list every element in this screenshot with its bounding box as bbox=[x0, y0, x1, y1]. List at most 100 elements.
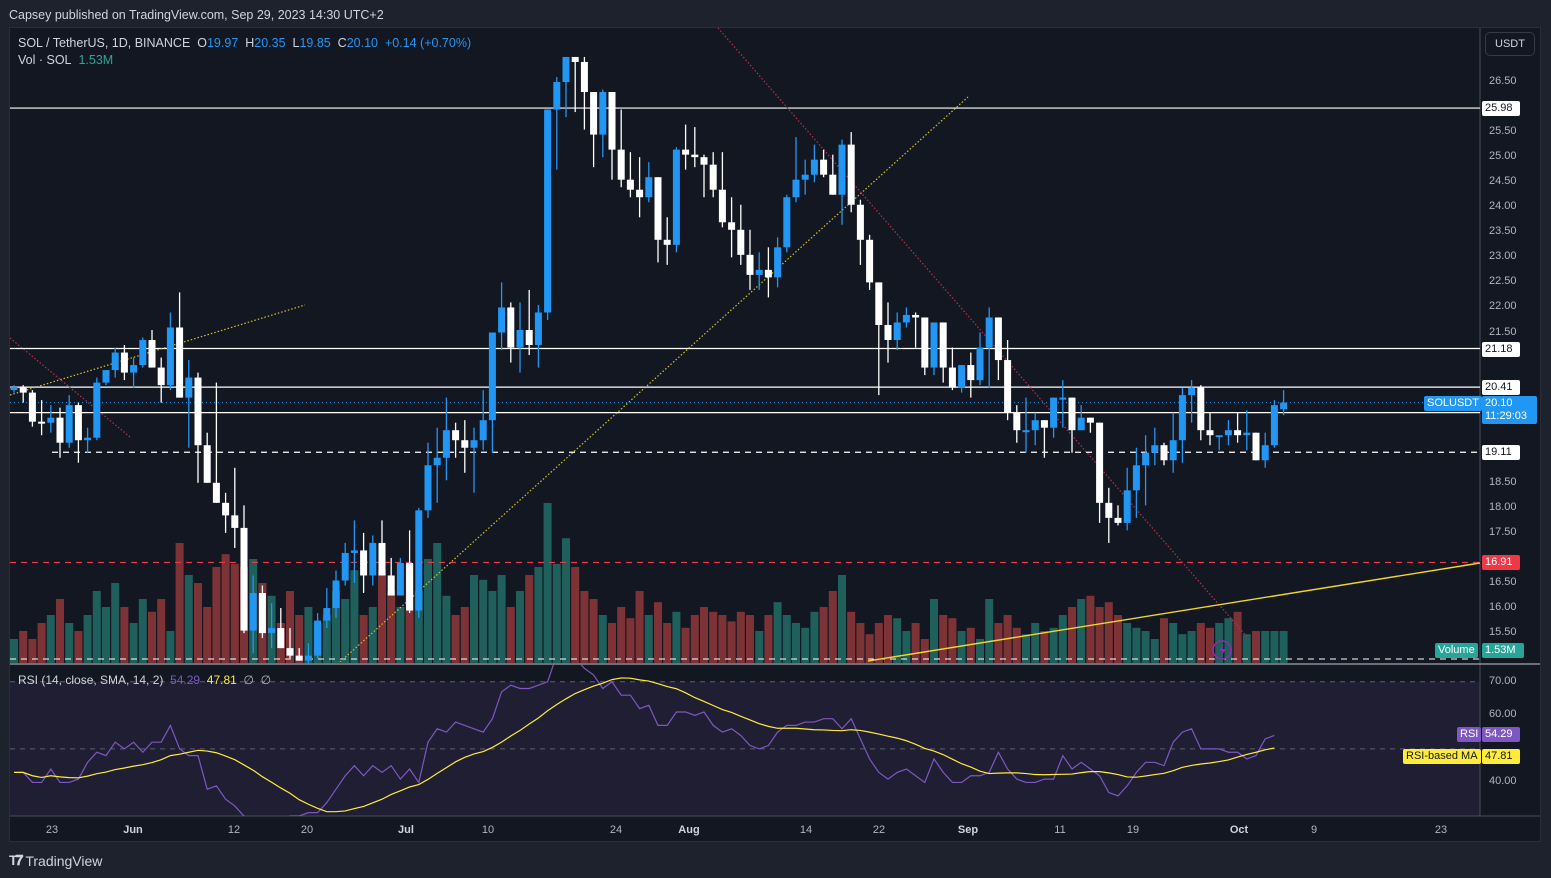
volume-bar bbox=[203, 607, 212, 663]
candle-body bbox=[38, 421, 46, 424]
candle-body bbox=[856, 204, 864, 240]
volume-bar bbox=[1077, 599, 1086, 663]
tradingview-logo[interactable]: T𝟕 TradingView bbox=[9, 852, 102, 869]
price-level-tag: 21.18 bbox=[1482, 341, 1520, 357]
volume-bar bbox=[120, 607, 129, 663]
candle-body bbox=[1151, 445, 1159, 453]
brand-label: TradingView bbox=[25, 852, 103, 869]
candle-body bbox=[516, 329, 524, 348]
volume-bar bbox=[709, 611, 718, 663]
volume-bar bbox=[442, 595, 451, 663]
time-tick: 11 bbox=[1054, 824, 1066, 836]
volume-bar bbox=[690, 615, 699, 663]
volume-label[interactable]: Vol · SOL bbox=[18, 53, 72, 67]
time-tick: Aug bbox=[678, 824, 700, 836]
candle-body bbox=[507, 307, 515, 348]
candle-body bbox=[958, 365, 966, 388]
bar-countdown: 11:29:03 bbox=[1485, 410, 1528, 422]
volume-value: 1.53M bbox=[78, 53, 114, 67]
volume-bar bbox=[341, 599, 350, 663]
volume-bar bbox=[644, 615, 653, 663]
candle-body bbox=[295, 655, 303, 661]
volume-bar bbox=[571, 567, 580, 663]
symbol-legend: SOL / TetherUS, 1D, BINANCE O19.97 H20.3… bbox=[18, 35, 471, 69]
candle-body bbox=[838, 144, 846, 195]
volume-bar bbox=[902, 631, 911, 663]
candle-body bbox=[764, 269, 772, 278]
volume-tag-label: Volume bbox=[1435, 643, 1478, 658]
candle-body bbox=[369, 542, 377, 576]
volume-bar bbox=[1279, 631, 1288, 663]
time-tick: 10 bbox=[481, 824, 495, 836]
volume-bar bbox=[424, 559, 432, 663]
candle-body bbox=[626, 179, 634, 190]
price-tick: 25.50 bbox=[1489, 125, 1517, 138]
volume-bar bbox=[1215, 623, 1224, 663]
candle-body bbox=[268, 628, 276, 634]
price-tick: 18.50 bbox=[1489, 475, 1517, 488]
candle-body bbox=[663, 239, 671, 245]
candle-body bbox=[994, 317, 1002, 361]
volume-bar bbox=[378, 570, 386, 663]
time-tick: 20 bbox=[300, 824, 314, 836]
candle-body bbox=[866, 239, 874, 283]
candle-body bbox=[93, 382, 101, 438]
volume-bar bbox=[111, 583, 120, 663]
volume-bar bbox=[1169, 623, 1178, 663]
volume-bar bbox=[1095, 607, 1104, 663]
tradingview-logo-icon: T𝟕 bbox=[9, 852, 23, 868]
volume-bar bbox=[1206, 627, 1214, 663]
candle-body bbox=[1215, 435, 1223, 438]
lightning-icon[interactable] bbox=[1212, 640, 1232, 660]
price-tick: 24.00 bbox=[1489, 200, 1517, 213]
candle-body bbox=[1206, 430, 1214, 436]
open-value: 19.97 bbox=[206, 36, 239, 50]
symbol-name[interactable]: SOL / TetherUS, 1D, BINANCE bbox=[18, 36, 191, 50]
volume-bar bbox=[525, 575, 534, 663]
price-tick: 17.50 bbox=[1489, 525, 1517, 538]
candle-body bbox=[470, 440, 478, 448]
trendline-yellow-dotted bbox=[339, 96, 969, 663]
candle-body bbox=[691, 154, 699, 158]
rsi-label[interactable]: RSI (14, close, SMA, 14, 2) bbox=[18, 673, 164, 687]
volume-bar bbox=[911, 623, 920, 663]
time-tick: Jul bbox=[398, 824, 414, 836]
candle-body bbox=[185, 377, 193, 398]
volume-bar bbox=[838, 575, 846, 663]
candle-body bbox=[378, 542, 386, 576]
candle-body bbox=[74, 405, 82, 441]
volume-bar bbox=[405, 563, 414, 663]
candle-body bbox=[608, 92, 616, 150]
candle-body bbox=[1234, 430, 1242, 436]
volume-bar bbox=[46, 615, 55, 663]
currency-button[interactable]: USDT bbox=[1485, 32, 1535, 56]
candle-body bbox=[488, 332, 496, 421]
candle-body bbox=[700, 157, 708, 165]
rsi-tag-label: RSI bbox=[1457, 727, 1482, 743]
volume-bar bbox=[1224, 618, 1233, 663]
publish-info: Capsey published on TradingView.com, Sep… bbox=[9, 8, 384, 22]
candle-body bbox=[304, 655, 312, 661]
volume-bar bbox=[801, 627, 810, 663]
volume-bar bbox=[479, 579, 488, 663]
volume-bar bbox=[286, 591, 294, 663]
volume-bar bbox=[230, 563, 239, 663]
volume-bar bbox=[598, 615, 607, 663]
volume-bar bbox=[985, 599, 994, 663]
price-tick: 26.50 bbox=[1489, 75, 1517, 87]
candle-body bbox=[985, 317, 993, 348]
price-tick: 16.50 bbox=[1489, 576, 1517, 588]
candle-body bbox=[571, 56, 579, 62]
candle-body bbox=[1096, 422, 1104, 503]
volume-bar bbox=[295, 615, 304, 663]
volume-bar bbox=[1160, 618, 1168, 663]
volume-bar bbox=[470, 575, 478, 663]
candle-body bbox=[912, 314, 920, 318]
candle-body bbox=[28, 392, 36, 422]
volume-bar bbox=[930, 599, 938, 663]
volume-bar bbox=[74, 631, 83, 663]
volume-bar bbox=[497, 575, 506, 663]
time-tick: 23 bbox=[45, 824, 59, 836]
candle-body bbox=[194, 377, 202, 446]
